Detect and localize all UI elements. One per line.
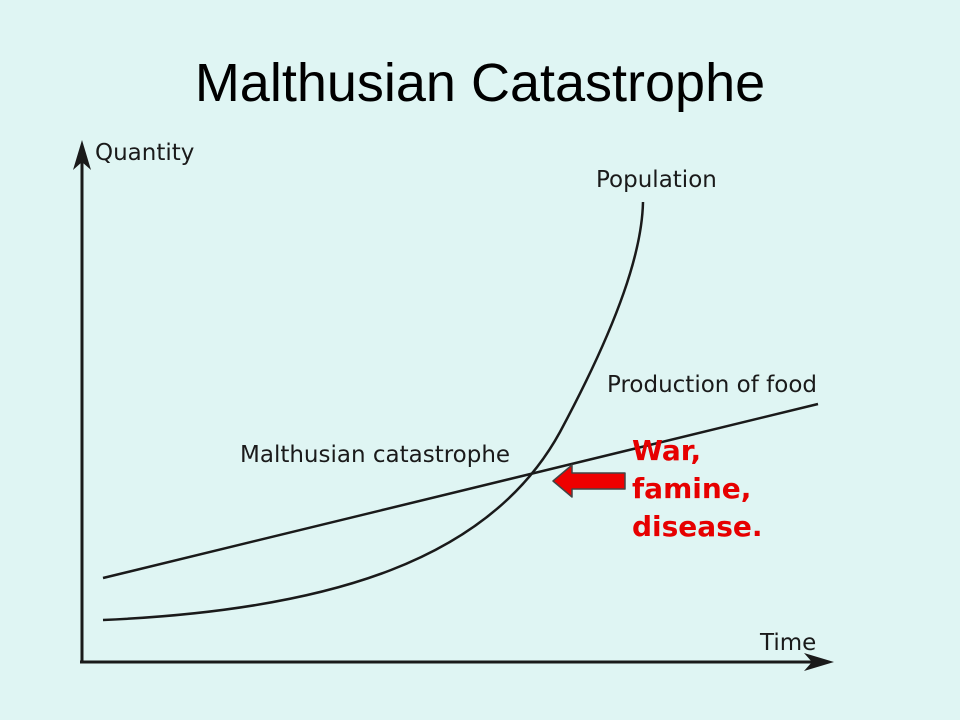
slide-title: Malthusian Catastrophe [194, 53, 766, 113]
effect-war: War, [632, 434, 701, 467]
left-arrow-icon [552, 464, 626, 498]
effect-disease: disease. [632, 510, 762, 543]
food-production-label: Production of food [607, 372, 817, 398]
food-production-line [102, 402, 819, 580]
effects-list: War, famine, disease. [632, 434, 762, 543]
y-axis-label: Quantity [95, 140, 194, 166]
effect-famine: famine, [632, 472, 751, 505]
x-axis-arrowhead [804, 653, 834, 671]
population-label: Population [596, 167, 717, 193]
y-axis-arrowhead [73, 140, 91, 170]
population-curve [102, 201, 645, 622]
axes [73, 140, 834, 671]
x-axis-label: Time [759, 630, 816, 656]
catastrophe-label: Malthusian catastrophe [240, 442, 510, 468]
